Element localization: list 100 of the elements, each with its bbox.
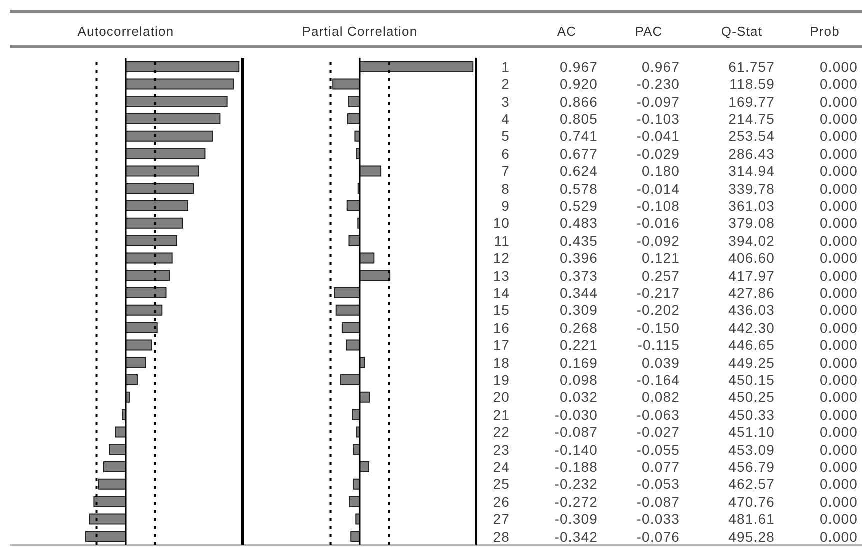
text: 0.000 [820,284,858,301]
bar [126,200,188,212]
data-label: -0.097 [636,94,680,110]
bar [94,496,126,508]
data-label: -0.103 [636,110,680,127]
data-label: -0.164 [636,372,680,388]
data-label: 0.578 [560,180,598,196]
bar [126,357,146,368]
bar [348,235,360,246]
y-tick-label: 25 [493,476,510,492]
data-label: -0.053 [636,476,680,492]
bar [360,166,382,177]
data-label: 0.967 [642,58,680,75]
bar [342,322,360,334]
data-label: 0.121 [642,250,680,266]
text: 442.30 [728,320,775,336]
data-label: -0.115 [638,337,680,354]
bar [360,462,370,473]
text: 0.000 [820,337,858,354]
text: 0.000 [820,302,858,318]
y-tick-label: 27 [493,511,510,528]
bar [346,200,360,212]
data-label: 0.257 [642,268,680,284]
text: 462.57 [728,476,775,492]
bar [334,288,360,299]
bar [340,374,360,386]
text: 0.000 [820,442,858,458]
y-tick-label: 7 [502,163,510,180]
y-tick-label: 28 [493,528,510,544]
bar [348,96,360,108]
bar [126,252,173,264]
data-label: 0.677 [560,146,598,162]
data-label: -0.087 [636,494,680,510]
bar [346,340,360,351]
data-label: 0.221 [560,337,598,354]
text: 481.61 [728,511,775,528]
text: 169.77 [728,94,775,110]
bar [126,270,170,282]
chart-title: Autocorrelation [76,24,176,40]
bar [352,409,360,420]
data-label: -0.217 [636,284,680,301]
bar [126,78,234,90]
bar [109,444,126,456]
text: 450.25 [728,389,775,406]
text: 417.97 [728,268,775,284]
data-label: -0.030 [554,406,598,423]
y-tick-label: 5 [502,128,510,144]
text: 0.000 [820,180,858,196]
text: 118.59 [730,76,775,92]
y-tick-label: 18 [493,354,510,370]
text: PAC [634,24,664,40]
text: 0.000 [820,128,858,144]
bar [126,304,163,316]
y-tick-label: 2 [502,76,510,92]
text: 0.000 [820,268,858,284]
data-label: -0.016 [636,215,680,232]
text: 451.10 [728,424,775,440]
bar [126,235,178,246]
data-label: -0.188 [554,458,598,475]
text: 339.78 [728,180,775,196]
text: 0.000 [820,110,858,127]
y-tick-label: 1 [502,58,510,75]
y-tick-label: 9 [502,198,510,214]
text: 0.000 [820,354,858,370]
y-tick-label: 23 [493,442,510,458]
data-label: 0.920 [560,76,598,92]
y-tick-label: 13 [493,268,510,284]
bar [126,218,184,229]
text: 0.000 [820,163,858,180]
bar [332,78,360,90]
text: 0.000 [820,232,858,249]
data-label: -0.041 [636,128,680,144]
bar [98,478,126,490]
text: Q-Stat [720,24,764,40]
y-tick-label: 20 [493,389,510,406]
text: 0.000 [820,198,858,214]
data-label: 0.741 [560,128,598,144]
text: 0.000 [820,494,858,510]
data-label: -0.092 [636,232,680,249]
text: 446.65 [728,337,775,354]
data-label: 0.805 [560,110,598,127]
text: 0.000 [820,458,858,475]
text: 450.33 [728,406,775,423]
text: 470.76 [728,494,775,510]
text: 436.03 [728,302,775,318]
text: 495.28 [728,528,775,544]
bar [126,288,167,299]
data-label: -0.272 [554,494,598,510]
text: 453.09 [728,442,775,458]
bar [336,304,360,316]
y-tick-label: 6 [502,146,510,162]
data-label: 0.435 [560,232,598,249]
y-tick-label: 12 [493,250,510,266]
y-tick-label: 17 [493,337,510,354]
bar [126,114,221,125]
bar [360,392,370,403]
text: 0.000 [820,146,858,162]
data-label: 0.624 [560,163,598,180]
text: 379.08 [728,215,775,232]
text: 456.79 [728,458,775,475]
